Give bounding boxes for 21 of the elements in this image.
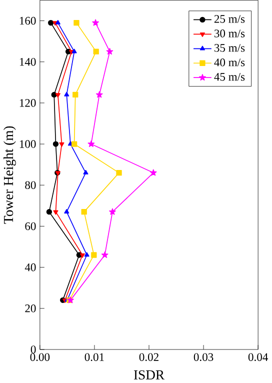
x-axis-title: ISDR [134,370,165,380]
y-tick-label: 120 [20,99,36,107]
y-tick-label: 160 [20,16,36,25]
y-tick-label: 60 [25,222,36,230]
legend-label: 45 m/s [214,72,245,81]
legend-label: 25 m/s [214,15,245,23]
legend-label: 40 m/s [214,58,245,66]
x-tick-label: 0.03 [194,353,214,362]
legend-label: 35 m/s [214,44,245,52]
y-tick-label: 20 [25,304,36,312]
x-tick-label: 0.01 [84,353,104,362]
y-tick-label: 80 [25,181,36,190]
y-tick-label: 0 [31,346,36,354]
y-tick-label: 100 [20,140,36,148]
x-tick-label: 0.04 [248,353,268,362]
y-axis-title: Tower Height (m) [4,126,16,224]
legend-label: 30 m/s [214,30,245,38]
y-tick-label: 40 [25,263,36,272]
y-tick-label: 140 [20,58,36,66]
x-tick-label: 0.00 [30,353,50,362]
x-tick-label: 0.02 [140,353,159,362]
